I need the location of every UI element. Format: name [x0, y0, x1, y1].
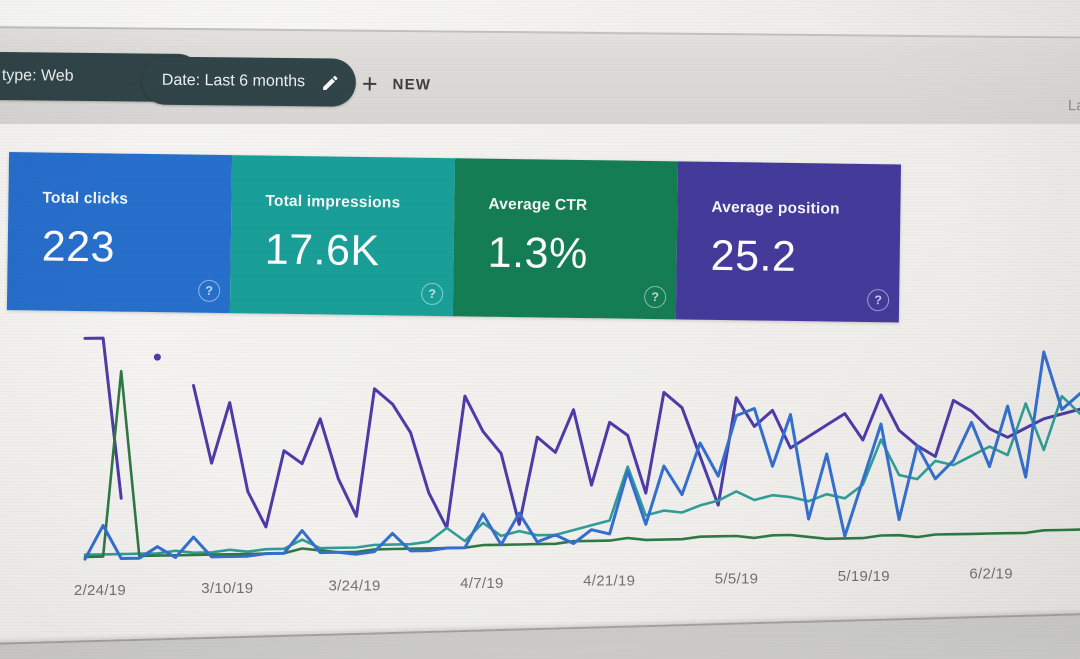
help-icon[interactable]: ? — [643, 285, 667, 309]
metric-value: 223 — [41, 222, 116, 272]
performance-time-series-chart[interactable]: 2/24/19 3/10/19 3/24/19 4/7/19 4/21/19 5/5/19… — [0, 325, 1080, 615]
new-filter-button[interactable]: + NEW — [362, 64, 432, 105]
data-point-position — [153, 353, 161, 361]
x-axis-label: 6/2/19 — [969, 566, 1013, 583]
metric-card-average-position[interactable]: Average position 25.2 ? — [675, 161, 902, 323]
metric-label: Total clicks — [42, 189, 129, 208]
x-axis-label: 2/24/19 — [74, 582, 126, 599]
metric-value: 25.2 — [710, 231, 797, 282]
x-axis-label: 3/24/19 — [329, 577, 381, 594]
x-axis-label: 4/21/19 — [583, 573, 635, 590]
series-line-position — [192, 384, 1080, 530]
metric-card-total-impressions[interactable]: Total impressions 17.6K ? — [229, 155, 456, 317]
metric-value: 1.3% — [487, 228, 589, 279]
metric-label: Average CTR — [488, 195, 588, 215]
performance-report-panel: Total clicks 223 ? Total impressions 17.… — [0, 124, 1080, 659]
filter-chip-date-range[interactable]: Date: Last 6 months — [141, 56, 357, 107]
filter-bar: type: Web Date: Last 6 months + NEW La — [0, 0, 1080, 139]
help-icon[interactable]: ? — [198, 279, 221, 302]
metric-label: Average position — [711, 198, 840, 218]
new-filter-button-label: NEW — [392, 75, 432, 94]
series-line-clicks — [83, 350, 1080, 561]
series-line-ctr — [83, 369, 1080, 559]
filter-chip-search-type-label: type: Web — [1, 67, 74, 85]
x-axis-label: 5/5/19 — [715, 570, 759, 587]
x-axis-label: 5/19/19 — [838, 568, 890, 585]
edit-icon[interactable] — [321, 73, 340, 92]
metric-summary-cards: Total clicks 223 ? Total impressions 17.… — [6, 152, 902, 323]
help-icon[interactable]: ? — [866, 289, 890, 312]
filter-chip-date-range-label: Date: Last 6 months — [161, 71, 306, 91]
metric-label: Total impressions — [265, 192, 401, 212]
x-axis-label: 4/7/19 — [460, 575, 504, 592]
truncated-last-updated-text: La — [1067, 97, 1080, 115]
x-axis-label: 3/10/19 — [201, 580, 253, 597]
plus-icon: + — [361, 68, 378, 99]
help-icon[interactable]: ? — [421, 282, 444, 306]
metric-card-average-ctr[interactable]: Average CTR 1.3% ? — [452, 158, 679, 320]
metric-card-total-clicks[interactable]: Total clicks 223 ? — [6, 152, 233, 314]
metric-value: 17.6K — [264, 225, 380, 276]
series-line-impressions — [83, 394, 1080, 556]
